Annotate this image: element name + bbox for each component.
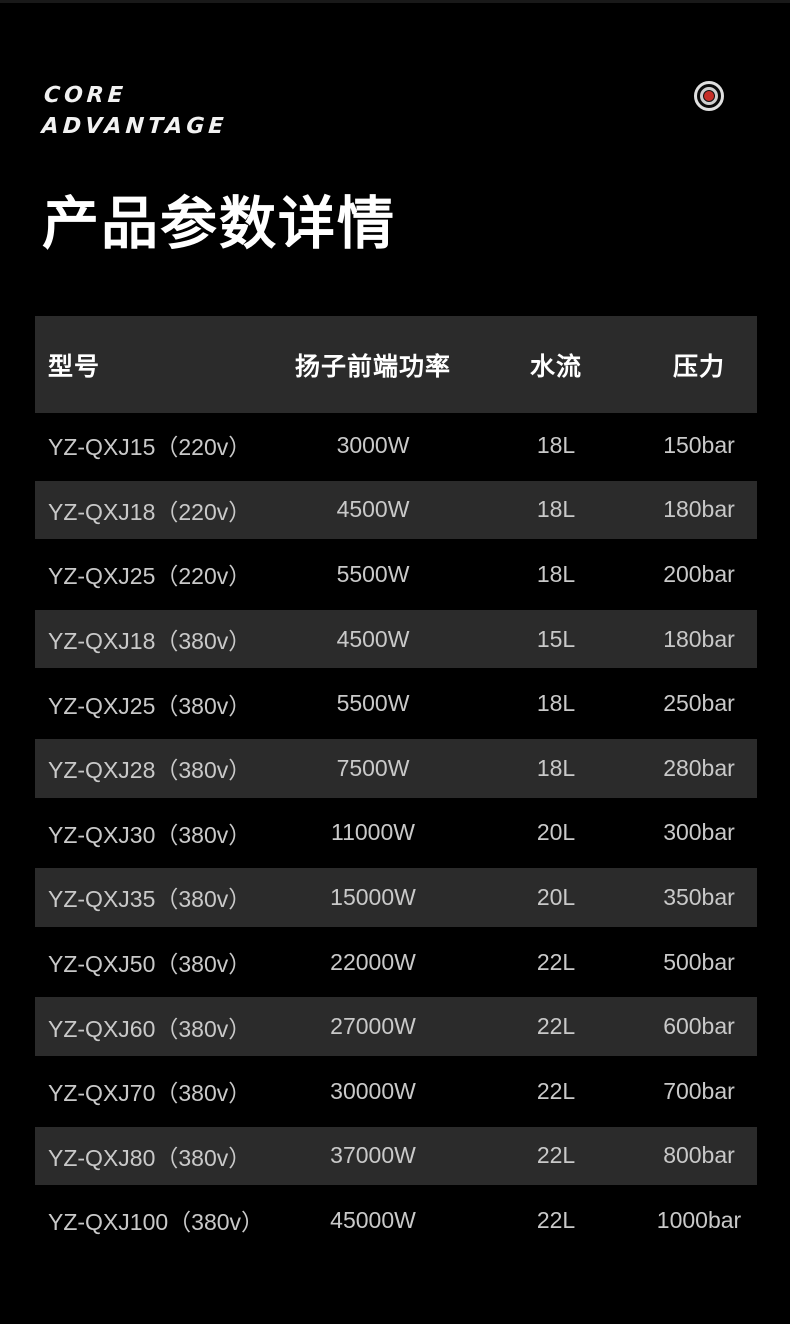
cell-pressure: 800bar (663, 1142, 735, 1169)
cell-power: 15000W (330, 883, 416, 910)
cell-power: 11000W (331, 819, 415, 846)
cell-flow: 20L (536, 883, 576, 910)
cell-pressure: 600bar (663, 1013, 735, 1040)
cell-power: 27000W (330, 1013, 416, 1040)
cell-flow: 22L (536, 1206, 576, 1233)
cell-pressure: 180bar (663, 625, 735, 652)
cell-flow: 18L (536, 690, 576, 717)
top-divider (0, 0, 790, 3)
table-row: YZ-QXJ18（380v） 4500W 15L 180bar (35, 606, 757, 672)
header-cell-pressure: 压力 (672, 352, 725, 381)
cell-model: YZ-QXJ15（220v） (48, 434, 252, 461)
cell-flow: 22L (536, 948, 576, 975)
cell-power: 3000W (336, 431, 410, 458)
cell-model: YZ-QXJ30（380v） (48, 821, 252, 848)
table-row: YZ-QXJ25（220v） 5500W 18L 200bar (35, 542, 757, 607)
table-row: YZ-QXJ28（380v） 7500W 18L 280bar (35, 735, 757, 801)
header-cell-flow: 水流 (529, 352, 582, 381)
table-row: YZ-QXJ35（380v） 15000W 20L 350bar (35, 865, 757, 930)
table-row: YZ-QXJ70（380v） 30000W 22L 700bar (35, 1059, 757, 1124)
record-lens-icon (694, 81, 724, 111)
cell-pressure: 150bar (663, 431, 735, 458)
cell-power: 7500W (336, 754, 410, 781)
cell-pressure: 1000bar (656, 1206, 742, 1233)
cell-flow: 18L (536, 560, 576, 587)
cell-pressure: 700bar (663, 1077, 735, 1104)
cell-model: YZ-QXJ70（380v） (48, 1080, 252, 1107)
table-row: YZ-QXJ100（380v） 45000W 22L 1000bar (35, 1188, 757, 1253)
cell-model: YZ-QXJ25（380v） (48, 692, 252, 719)
spec-table-header: 型号 扬子前端功率 水流 压力 (35, 316, 757, 413)
cell-pressure: 180bar (663, 496, 735, 523)
cell-model: YZ-QXJ25（220v） (48, 563, 252, 590)
cell-flow: 15L (536, 625, 576, 652)
spec-table-body: YZ-QXJ15（220v） 3000W 18L 150bar YZ-QXJ18（220… (35, 413, 757, 1253)
cell-power: 4500W (336, 625, 410, 652)
table-row: YZ-QXJ25（380v） 5500W 18L 250bar (35, 671, 757, 736)
header-cell-power: 扬子前端功率 (294, 352, 451, 381)
cell-power: 5500W (336, 690, 410, 717)
cell-model: YZ-QXJ18（380v） (48, 628, 252, 655)
table-row: YZ-QXJ80（380v） 37000W 22L 800bar (35, 1123, 757, 1189)
page-title: 产品参数详情 (42, 191, 396, 257)
cell-pressure: 250bar (663, 690, 735, 717)
record-lens-red-dot (704, 91, 714, 101)
cell-pressure: 300bar (663, 819, 735, 846)
cell-pressure: 350bar (663, 883, 735, 910)
table-row: YZ-QXJ15（220v） 3000W 18L 150bar (35, 413, 757, 478)
cell-power: 30000W (330, 1077, 416, 1104)
cell-power: 45000W (330, 1206, 416, 1233)
header-cell-model: 型号 (48, 352, 101, 381)
cell-model: YZ-QXJ60（380v） (48, 1015, 252, 1042)
cell-flow: 22L (536, 1142, 576, 1169)
cell-model: YZ-QXJ28（380v） (48, 757, 252, 784)
cell-power: 4500W (336, 496, 410, 523)
cell-model: YZ-QXJ35（380v） (48, 886, 252, 913)
brand-slogan: CORE ADVANTAGE (41, 80, 231, 142)
cell-model: YZ-QXJ80（380v） (48, 1144, 252, 1171)
cell-flow: 22L (536, 1077, 576, 1104)
cell-model: YZ-QXJ50（380v） (48, 951, 252, 978)
cell-model: YZ-QXJ100（380v） (48, 1209, 265, 1236)
cell-power: 5500W (336, 560, 410, 587)
table-row: YZ-QXJ50（380v） 22000W 22L 500bar (35, 930, 757, 995)
cell-power: 37000W (330, 1142, 416, 1169)
cell-flow: 18L (536, 496, 576, 523)
cell-pressure: 500bar (663, 948, 735, 975)
table-row: YZ-QXJ30（380v） 11000W 20L 300bar (35, 801, 757, 866)
brand-slogan-line1: CORE (43, 83, 128, 108)
cell-power: 22000W (330, 948, 416, 975)
cell-model: YZ-QXJ18（220v） (48, 498, 252, 525)
cell-flow: 18L (536, 431, 576, 458)
cell-pressure: 280bar (663, 754, 735, 781)
table-row: YZ-QXJ18（220v） 4500W 18L 180bar (35, 477, 757, 543)
brand-slogan-line2: ADVANTAGE (40, 114, 229, 139)
cell-pressure: 200bar (663, 560, 735, 587)
spec-table: 型号 扬子前端功率 水流 压力 YZ-QXJ15（220v） 3000W 18L 150ba… (35, 316, 757, 1253)
table-row: YZ-QXJ60（380v） 27000W 22L 600bar (35, 994, 757, 1059)
record-lens-ring (700, 87, 718, 105)
cell-flow: 18L (536, 754, 576, 781)
cell-flow: 22L (536, 1013, 576, 1040)
cell-flow: 20L (536, 819, 576, 846)
